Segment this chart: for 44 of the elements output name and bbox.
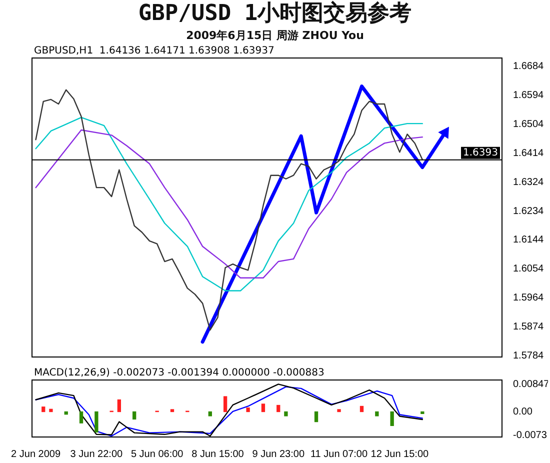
text: MACD(12,26,9) -0.002073 -0.001394 0.000000 -0.000883	[34, 368, 324, 379]
chart-title: GBP/USD 1小时图交易参考	[137, 0, 413, 28]
y-tick-label: 1.5784	[513, 350, 544, 362]
bar	[117, 399, 122, 412]
text: GBPUSD,H1 1.64136 1.64171 1.63908 1.63937	[34, 46, 274, 57]
bar	[314, 411, 318, 422]
y-tick-label: 1.6324	[513, 176, 544, 188]
y-tick-label: 1.6144	[513, 234, 544, 246]
y-tick-label: 1.6414	[513, 148, 544, 159]
bar	[420, 411, 424, 414]
bar	[208, 411, 212, 416]
y-tick-label: -0.0073	[513, 430, 548, 442]
x-tick-label: 11 Jun 07:00	[310, 448, 368, 460]
y-tick-label: 1.6684	[513, 61, 544, 72]
x-tick-label: 3 Jun 22:00	[70, 448, 124, 460]
x-tick-label: 12 Jun 15:00	[370, 448, 430, 460]
x-tick-label: 2 Jun 2009	[11, 448, 61, 460]
x-tick-label: 5 Jun 06:00	[130, 448, 184, 460]
bar	[284, 411, 288, 416]
bar	[132, 411, 136, 420]
y-tick-label: 1.6504	[513, 118, 544, 130]
bar	[170, 409, 174, 412]
bar	[94, 411, 98, 432]
y-tick-label: 1.6054	[513, 264, 544, 275]
bar	[223, 396, 228, 412]
x-tick-label: 8 Jun 15:00	[192, 448, 244, 460]
y-tick-label: 0.00	[513, 406, 533, 418]
bar	[276, 404, 280, 412]
x-tick-label: 9 Jun 23:00	[252, 448, 305, 460]
bar	[42, 406, 46, 412]
y-tick-label: 1.5964	[513, 292, 544, 304]
bar	[390, 411, 394, 426]
chart-subtitle: 2009年6月15日 周游 ZHOU You	[185, 28, 365, 44]
bar	[375, 411, 379, 416]
y-tick-label: 1.6234	[513, 206, 544, 217]
bar	[337, 409, 341, 412]
bar	[360, 406, 364, 412]
bar	[49, 408, 53, 412]
y-tick-label: 1.6594	[513, 90, 544, 102]
bar	[246, 408, 250, 412]
bar	[79, 411, 84, 424]
ref-line-label: 1.6393	[463, 148, 498, 159]
bar	[261, 404, 266, 412]
y-tick-label: 1.5874	[513, 322, 544, 333]
